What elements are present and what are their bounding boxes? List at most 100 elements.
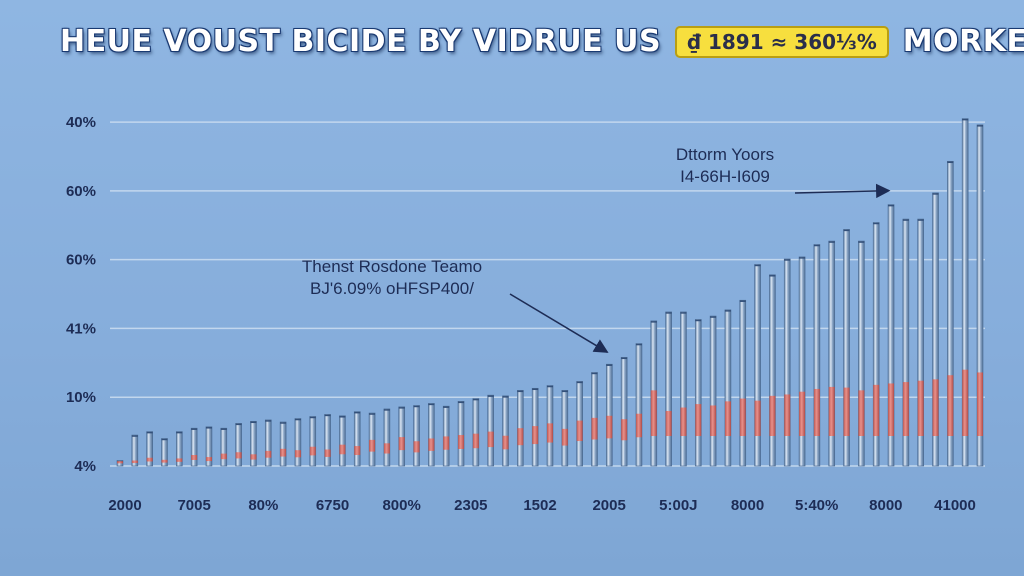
bar-total-37 [665, 311, 672, 467]
bar-total-25 [487, 394, 494, 467]
bar-red-3 [161, 459, 168, 463]
bar-total-43 [754, 264, 761, 467]
bar-total-8 [235, 423, 242, 467]
chart-title-left: HEUE VOUST BICIDE BY VIDRUE US [60, 24, 662, 59]
bar-red-14 [324, 449, 331, 457]
chart-bars [116, 118, 984, 467]
bar-15 [339, 415, 346, 467]
y-tick-label-1: 10% [66, 389, 96, 406]
bar-total-53 [902, 218, 910, 467]
bar-total-58 [976, 124, 984, 467]
bar-red-30 [561, 428, 568, 446]
bar-58 [976, 124, 984, 467]
bar-red-38 [680, 407, 687, 436]
bar-red-4 [176, 458, 183, 462]
bar-41 [724, 309, 732, 467]
bar-19 [398, 406, 406, 467]
x-tick-label-3: 6750 [316, 497, 349, 514]
annotation-1: Dttorm Yoors I4-66H-I609 [676, 145, 891, 199]
bar-total-42 [739, 299, 747, 467]
bar-total-49 [843, 229, 850, 467]
bar-red-24 [472, 433, 479, 449]
bar-total-11 [279, 421, 287, 467]
bar-total-23 [457, 401, 465, 467]
annotation-1-arrow [794, 183, 891, 199]
bar-26 [502, 395, 509, 467]
bar-46 [798, 256, 806, 467]
bar-20 [413, 405, 420, 467]
bar-total-22 [442, 405, 450, 467]
y-tick-label-3: 60% [66, 252, 96, 269]
bar-43 [754, 264, 761, 467]
bar-red-6 [205, 457, 212, 462]
bar-total-24 [472, 398, 480, 467]
bar-red-28 [532, 426, 539, 445]
x-tick-label-7: 2005 [592, 497, 625, 514]
bar-red-18 [383, 443, 390, 454]
bar-total-17 [368, 412, 376, 467]
bar-red-32 [591, 417, 598, 440]
bar-27 [517, 390, 524, 467]
bar-red-35 [635, 413, 642, 438]
x-tick-label-1: 7005 [177, 497, 210, 514]
bar-red-49 [843, 387, 850, 436]
bar-total-19 [398, 406, 406, 467]
bar-35 [635, 343, 643, 467]
y-tick-label-5: 40% [66, 114, 96, 131]
bar-21 [428, 403, 435, 467]
bar-red-25 [487, 431, 494, 448]
bar-total-33 [606, 363, 613, 467]
bar-2 [146, 431, 153, 467]
bar-33 [606, 363, 613, 467]
bar-red-12 [294, 450, 301, 458]
bar-red-10 [265, 450, 272, 458]
bar-24 [472, 398, 480, 467]
bar-red-44 [769, 395, 776, 436]
bar-red-53 [902, 382, 909, 436]
bar-10 [264, 419, 272, 467]
bar-red-54 [917, 380, 924, 436]
chart-annotations: Thenst Rosdone Teamo BJ'6.09% oHFSP400/Dt… [302, 145, 891, 353]
x-tick-label-11: 8000 [869, 497, 902, 514]
bar-red-13 [309, 446, 316, 456]
bar-18 [383, 408, 391, 467]
bar-red-34 [621, 419, 628, 441]
chart-y-tick-labels: 4% 10% 41% 60% 60% 40% [66, 114, 96, 475]
bar-red-16 [354, 446, 361, 456]
bar-22 [442, 405, 450, 467]
bar-red-45 [784, 394, 791, 436]
bar-45 [783, 258, 791, 467]
bar-red-47 [813, 388, 820, 436]
bar-total-45 [783, 258, 791, 467]
x-tick-label-4: 800% [382, 497, 420, 514]
bar-23 [457, 401, 465, 467]
bar-total-1 [131, 434, 139, 467]
bar-total-26 [502, 395, 509, 467]
annotation-0-line1: Thenst Rosdone Teamo [302, 257, 482, 276]
bar-28 [531, 387, 539, 467]
bar-7 [220, 427, 228, 467]
x-tick-label-10: 5:40% [795, 497, 838, 514]
bar-total-9 [250, 420, 257, 467]
bar-red-0 [117, 461, 123, 464]
bar-38 [680, 311, 687, 467]
annotation-0: Thenst Rosdone Teamo BJ'6.09% oHFSP400/ [302, 257, 609, 353]
bar-total-55 [932, 192, 939, 467]
bar-red-48 [828, 386, 835, 436]
bar-1 [131, 434, 139, 467]
bar-32 [591, 372, 598, 467]
bar-red-56 [947, 375, 954, 436]
bar-red-17 [369, 439, 376, 452]
bar-red-22 [443, 436, 450, 450]
bar-total-56 [947, 160, 954, 467]
bar-red-8 [235, 452, 242, 459]
y-tick-label-4: 60% [66, 183, 96, 200]
bar-34 [620, 357, 628, 467]
bar-red-51 [873, 384, 880, 436]
x-tick-label-0: 2000 [108, 497, 141, 514]
bar-39 [694, 319, 702, 467]
bar-total-6 [205, 426, 213, 467]
bar-red-15 [339, 444, 346, 455]
x-tick-label-2: 80% [248, 497, 278, 514]
bar-total-12 [294, 418, 302, 467]
